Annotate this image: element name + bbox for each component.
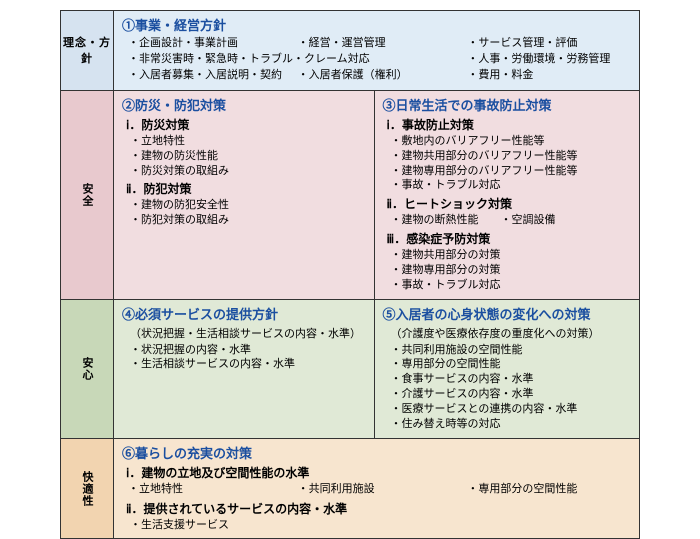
list-item: 建物の防犯安全性: [130, 198, 366, 213]
sec3-sub3-items: 建物共用部分の対策 建物専用部分の対策 事故・トラブル対応: [391, 248, 631, 293]
sec3-sub3: ⅲ．感染症予防対策: [387, 230, 631, 247]
sec3-sub2: ⅱ．ヒートショック対策: [387, 195, 631, 212]
sec5-paren: （介護度や医療依存度の重度化への対策）: [391, 325, 631, 341]
sec3-sub1: ⅰ．事故防止対策: [387, 116, 631, 133]
sec2-sub2: ⅱ．防犯対策: [126, 180, 366, 197]
list-item: 人事・労働環境・労務管理: [467, 52, 631, 68]
sec3-sub2-items: 建物の断熱性能 ・空調設備: [391, 213, 631, 228]
list-item: 共同利用施設の空間性能: [391, 343, 631, 358]
list-item: 建物の断熱性能 ・空調設備: [391, 213, 631, 228]
sec2-sub1: ⅰ．防災対策: [126, 116, 366, 133]
list-item: 非常災害時・緊急時・トラブル・クレーム対応: [128, 52, 461, 68]
list-item: 費用・料金: [467, 68, 631, 84]
list-item: 防災対策の取組み: [130, 164, 366, 179]
sec3-title: ③日常生活での事故防止対策: [383, 95, 631, 114]
sec1-items: 企画設計・事業計画 経営・運営管理 サービス管理・評価 非常災害時・緊急時・トラ…: [128, 36, 631, 84]
list-item: 専用部分の空間性能: [391, 357, 631, 372]
list-item: 防犯対策の取組み: [130, 213, 366, 228]
row-label-kaitekisei: 快適性: [61, 438, 114, 539]
list-item: サービス管理・評価: [467, 36, 631, 52]
list-item: 事故・トラブル対応: [391, 278, 631, 293]
list-item: 入居者募集・入居説明・契約: [128, 68, 292, 84]
list-item: 食事サービスの内容・水準: [391, 372, 631, 387]
list-item: 建物の防災性能: [130, 149, 366, 164]
list-item: 状況把握の内容・水準: [130, 343, 366, 358]
sec4-items: 状況把握の内容・水準 生活相談サービスの内容・水準: [130, 343, 366, 373]
list-item: 入居者保護（権利）: [298, 68, 462, 84]
sec6-sub1-items: 立地特性 共同利用施設 専用部分の空間性能: [128, 482, 631, 498]
list-item: 住み替え時等の対応: [391, 417, 631, 432]
section-4: ④必須サービスの提供方針 （状況把握・生活相談サービスの内容・水準） 状況把握の…: [114, 299, 375, 438]
section-3: ③日常生活での事故防止対策 ⅰ．事故防止対策 敷地内のバリアフリー性能等 建物共…: [374, 90, 639, 299]
row-label-anzen: 安全: [61, 90, 114, 299]
row-label-anshin: 安心: [61, 299, 114, 438]
list-item: 共同利用施設: [298, 482, 462, 498]
sec4-title: ④必須サービスの提供方針: [122, 304, 366, 323]
sec6-title: ⑥暮らしの充実の対策: [122, 443, 631, 462]
sec6-sub2: ⅱ．提供されているサービスの内容・水準: [126, 500, 631, 517]
category-table: 理念・方針 ①事業・経営方針 企画設計・事業計画 経営・運営管理 サービス管理・…: [60, 10, 640, 539]
sec6-sub1: ⅰ．建物の立地及び空間性能の水準: [126, 464, 631, 481]
list-item: 建物共用部分の対策: [391, 248, 631, 263]
list-item: 立地特性: [128, 482, 292, 498]
list-item: 経営・運営管理: [298, 36, 462, 52]
list-item: 専用部分の空間性能: [467, 482, 631, 498]
sec4-paren: （状況把握・生活相談サービスの内容・水準）: [130, 325, 366, 341]
list-item: 建物専用部分の対策: [391, 263, 631, 278]
sec2-sub1-items: 立地特性 建物の防災性能 防災対策の取組み: [130, 134, 366, 179]
list-item: 生活相談サービスの内容・水準: [130, 357, 366, 372]
list-item: 企画設計・事業計画: [128, 36, 292, 52]
list-item: 事故・トラブル対応: [391, 178, 631, 193]
sec2-sub2-items: 建物の防犯安全性 防犯対策の取組み: [130, 198, 366, 228]
sec5-title: ⑤入居者の心身状態の変化への対策: [383, 304, 631, 323]
section-1: ①事業・経営方針 企画設計・事業計画 経営・運営管理 サービス管理・評価 非常災…: [114, 11, 640, 91]
sec3-sub1-items: 敷地内のバリアフリー性能等 建物共用部分のバリアフリー性能等 建物専用部分のバリ…: [391, 134, 631, 193]
section-5: ⑤入居者の心身状態の変化への対策 （介護度や医療依存度の重度化への対策） 共同利…: [374, 299, 639, 438]
sec1-title: ①事業・経営方針: [122, 15, 631, 34]
section-2: ②防災・防犯対策 ⅰ．防災対策 立地特性 建物の防災性能 防災対策の取組み ⅱ．…: [114, 90, 375, 299]
sec2-title: ②防災・防犯対策: [122, 95, 366, 114]
list-item: 医療サービスとの連携の内容・水準: [391, 402, 631, 417]
section-6: ⑥暮らしの充実の対策 ⅰ．建物の立地及び空間性能の水準 立地特性 共同利用施設 …: [114, 438, 640, 539]
page: 理念・方針 ①事業・経営方針 企画設計・事業計画 経営・運営管理 サービス管理・…: [0, 0, 700, 525]
sec5-items: 共同利用施設の空間性能 専用部分の空間性能 食事サービスの内容・水準 介護サービ…: [391, 343, 631, 432]
list-item: 立地特性: [130, 134, 366, 149]
list-item: 建物共用部分のバリアフリー性能等: [391, 149, 631, 164]
list-item: 介護サービスの内容・水準: [391, 387, 631, 402]
row-label-rinen: 理念・方針: [61, 11, 114, 91]
list-item: 敷地内のバリアフリー性能等: [391, 134, 631, 149]
list-item: 建物専用部分のバリアフリー性能等: [391, 164, 631, 179]
